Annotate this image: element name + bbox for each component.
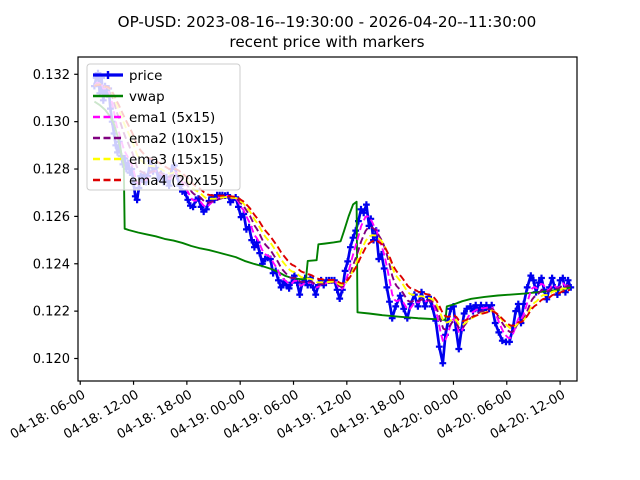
legend-box <box>86 63 241 191</box>
series-line-vwap <box>93 100 571 321</box>
legend-label: ema1 (5x15) <box>129 111 215 126</box>
legend-label: price <box>129 69 162 84</box>
legend-label: ema2 (10x15) <box>129 132 224 147</box>
y-tick-label: 0.130 <box>33 115 70 130</box>
legend-label: ema4 (20x15) <box>129 174 224 189</box>
y-tick-label: 0.132 <box>33 68 70 83</box>
legend-label: vwap <box>129 90 165 105</box>
legend-plus-marker-icon <box>104 71 112 79</box>
legend: price vwap ema1 (5x15) ema2 (10x15) ema3 (15… <box>86 63 241 191</box>
y-tick-label: 0.124 <box>33 257 70 272</box>
y-tick-label: 0.126 <box>33 210 70 225</box>
plot-border <box>77 56 578 382</box>
y-tick-label: 0.120 <box>33 352 70 367</box>
chart-title-line1: OP-USD: 2023-08-16--19:30:00 - 2026-04-2… <box>118 13 537 31</box>
y-tick-label: 0.128 <box>33 163 70 178</box>
legend-label: ema3 (15x15) <box>129 153 224 168</box>
y-tick-label: 0.122 <box>33 305 70 320</box>
chart-title-line2: recent price with markers <box>229 33 424 51</box>
series-line-ema4 <box>94 83 571 327</box>
